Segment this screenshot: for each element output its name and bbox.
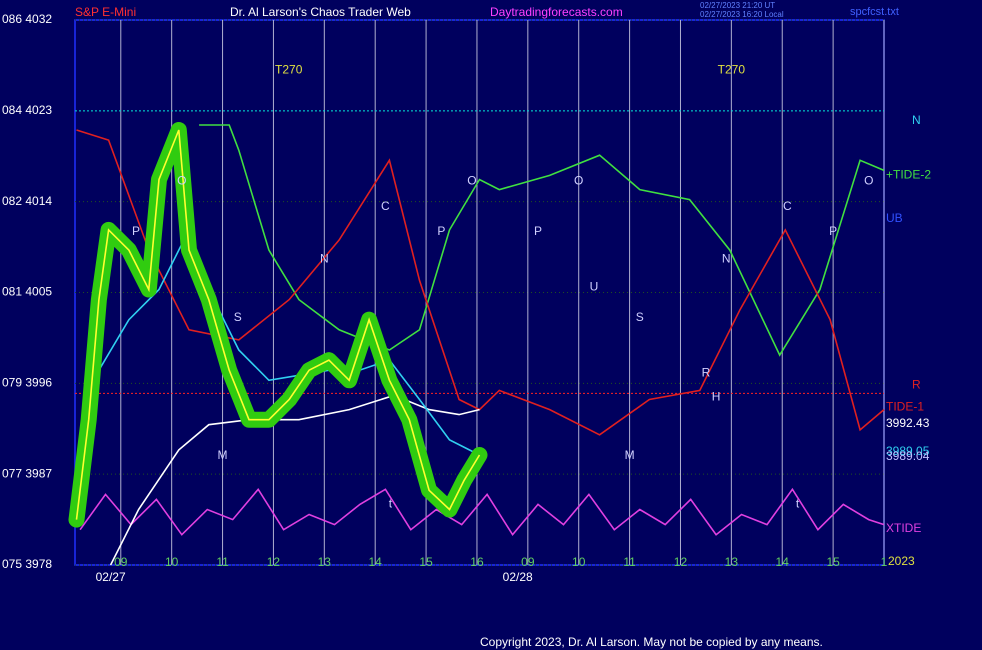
- x-tick-label: 14: [369, 555, 383, 569]
- y-tick-label: 084 4023: [2, 103, 52, 117]
- side-label: 3992.43: [886, 416, 930, 430]
- annotation: S: [234, 310, 242, 324]
- series-line: [109, 394, 480, 566]
- x-tick-label: 1: [881, 555, 888, 569]
- annotation: t: [796, 497, 800, 511]
- x-tick-label: 12: [267, 555, 281, 569]
- annotation: T270: [718, 63, 746, 77]
- timestamp: 02/27/2023 16:20 Local: [700, 10, 784, 19]
- x-tick-label: 09: [114, 555, 128, 569]
- annotation: N: [320, 251, 329, 265]
- side-label: XTIDE: [886, 521, 921, 535]
- annotation: M: [218, 448, 228, 462]
- annotation: S: [636, 310, 644, 324]
- annotation: P: [132, 224, 140, 238]
- y-tick-label: 077 3987: [2, 466, 52, 480]
- x-tick-label: 13: [725, 555, 739, 569]
- annotation: P: [829, 224, 837, 238]
- x-tick-label: 10: [165, 555, 179, 569]
- year: 2023: [888, 554, 915, 568]
- side-label: 3989.05: [886, 444, 930, 458]
- side-label: 3989.04: [886, 449, 930, 463]
- annotation: T270: [275, 63, 303, 77]
- annotation: N: [722, 251, 731, 265]
- annotation: t: [389, 497, 393, 511]
- annotation: O: [574, 174, 583, 188]
- side-label: TIDE-1: [886, 400, 924, 414]
- file-name: spcfcst.txt: [850, 6, 899, 18]
- x-tick-label: 15: [419, 555, 433, 569]
- side-label: +TIDE-2: [886, 168, 931, 182]
- x-tick-label: 15: [826, 555, 840, 569]
- x-tick-label: 12: [674, 555, 688, 569]
- x-tick-label: 11: [216, 555, 229, 569]
- annotation: M: [625, 448, 635, 462]
- series-line: [75, 129, 481, 520]
- timestamp: 02/27/2023 21:20 UT: [700, 1, 775, 10]
- x-tick-label: 14: [776, 555, 790, 569]
- annotation: O: [864, 174, 873, 188]
- x-tick-label: 13: [318, 555, 332, 569]
- annotation: U: [590, 280, 599, 294]
- symbol: S&P E-Mini: [75, 5, 136, 19]
- annotation: O: [177, 174, 186, 188]
- y-tick-label: 079 3996: [2, 376, 52, 390]
- line-layer: [68, 122, 885, 566]
- date-label: 02/28: [503, 570, 533, 584]
- annotation: H: [712, 390, 721, 404]
- x-tick-label: 16: [470, 555, 484, 569]
- series-line: [79, 487, 885, 537]
- series-line: [199, 124, 885, 357]
- side-label: UB: [886, 211, 903, 225]
- chart-title: Dr. Al Larson's Chaos Trader Web: [230, 5, 411, 19]
- y-tick-label: 081 4005: [2, 285, 52, 299]
- annotation: O: [467, 174, 476, 188]
- y-tick-label: 086 4032: [2, 12, 52, 26]
- y-tick-label: 082 4014: [2, 194, 52, 208]
- annotation: C: [783, 199, 792, 213]
- annotation: C: [381, 199, 390, 213]
- copyright: Copyright 2023, Dr. Al Larson. May not b…: [480, 635, 823, 649]
- site: Daytradingforecasts.com: [490, 5, 623, 19]
- grid-layer: [75, 19, 885, 566]
- side-label: N: [912, 113, 921, 127]
- series-line: [75, 238, 480, 466]
- side-label: R: [912, 378, 921, 392]
- annotation: P: [437, 224, 445, 238]
- x-tick-label: 11: [623, 555, 636, 569]
- y-tick-label: 075 3978: [2, 557, 52, 571]
- annotation: P: [534, 224, 542, 238]
- date-label: 02/27: [96, 570, 126, 584]
- label-layer: 075 3978 077 3987 079 3996 081 4005 082 4014…: [2, 12, 931, 584]
- x-tick-label: 09: [521, 555, 535, 569]
- x-tick-label: 10: [572, 555, 586, 569]
- annotation: R: [702, 365, 711, 379]
